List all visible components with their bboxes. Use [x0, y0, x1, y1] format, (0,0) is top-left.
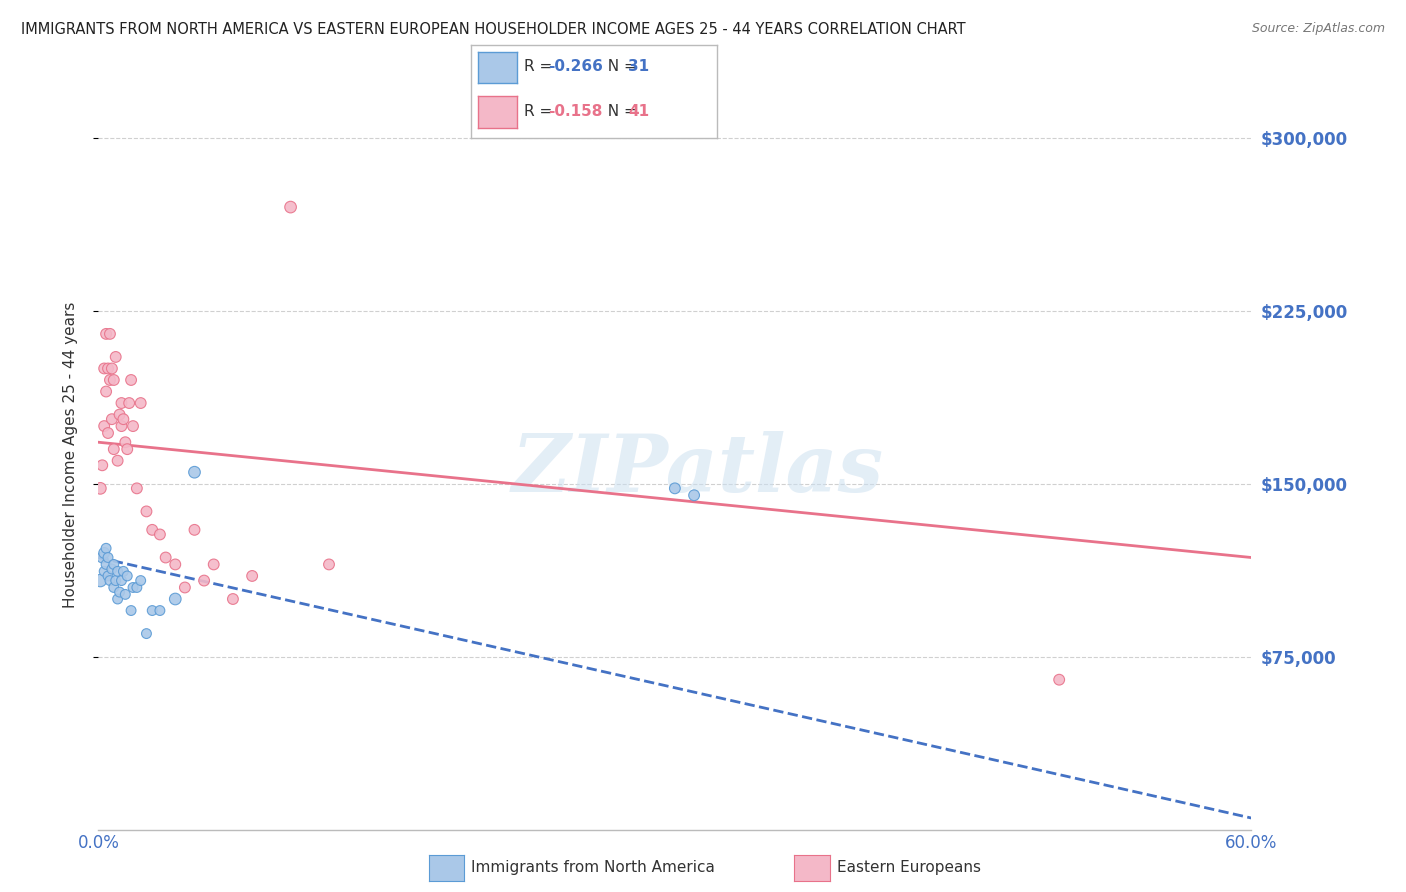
Point [97, 361, 120, 376]
Point [174, 581, 197, 595]
Point [104, 574, 127, 588]
Point [101, 562, 124, 576]
Point [122, 419, 145, 434]
Point [149, 527, 172, 541]
Point [129, 396, 152, 410]
Point [93, 361, 115, 376]
Text: N =: N = [598, 104, 641, 119]
Point [165, 558, 187, 572]
Point [129, 574, 152, 588]
Point [97, 569, 120, 583]
Point [117, 442, 139, 457]
Y-axis label: Householder Income Ages 25 - 44 years: Householder Income Ages 25 - 44 years [63, 301, 77, 608]
Point [93, 546, 115, 560]
Point [89, 481, 111, 495]
Point [122, 581, 145, 595]
Point [93, 565, 115, 579]
Point [94, 558, 117, 572]
Text: -0.266: -0.266 [548, 60, 603, 74]
Point [318, 558, 340, 572]
Point [149, 603, 172, 617]
Point [110, 419, 132, 434]
Point [108, 408, 131, 422]
Point [240, 569, 263, 583]
Point [110, 396, 132, 410]
Point [98, 574, 121, 588]
Point [125, 481, 148, 495]
Point [1047, 673, 1070, 687]
Point [118, 396, 141, 410]
Point [101, 361, 124, 376]
Point [141, 603, 163, 617]
Point [107, 453, 129, 467]
Point [683, 488, 706, 502]
Point [280, 200, 302, 214]
Point [107, 565, 129, 579]
Text: Source: ZipAtlas.com: Source: ZipAtlas.com [1251, 22, 1385, 36]
Point [155, 550, 177, 565]
Point [141, 523, 163, 537]
Point [93, 419, 115, 434]
Point [112, 565, 135, 579]
Text: 31: 31 [628, 60, 650, 74]
Text: ZIPatlas: ZIPatlas [512, 431, 884, 508]
Point [94, 384, 117, 399]
Text: 41: 41 [628, 104, 650, 119]
Point [117, 569, 139, 583]
Point [103, 581, 125, 595]
Point [183, 465, 205, 479]
Point [183, 523, 205, 537]
Point [94, 541, 117, 556]
Point [89, 574, 111, 588]
Point [103, 373, 125, 387]
Point [103, 558, 125, 572]
Point [110, 574, 132, 588]
Point [108, 585, 131, 599]
Point [104, 350, 127, 364]
Point [165, 592, 187, 607]
Point [125, 581, 148, 595]
Point [120, 603, 142, 617]
Point [120, 373, 142, 387]
Point [98, 326, 121, 341]
Point [222, 592, 245, 607]
Point [112, 412, 135, 426]
Point [114, 435, 136, 450]
Point [97, 550, 120, 565]
Point [193, 574, 215, 588]
Point [135, 626, 157, 640]
Point [101, 412, 124, 426]
Text: Eastern Europeans: Eastern Europeans [837, 861, 980, 875]
Point [94, 326, 117, 341]
Point [98, 373, 121, 387]
Point [103, 442, 125, 457]
Point [97, 425, 120, 440]
Text: R =: R = [524, 60, 558, 74]
Point [91, 550, 114, 565]
Text: -0.158: -0.158 [548, 104, 603, 119]
Point [135, 504, 157, 518]
Point [107, 592, 129, 607]
Text: Immigrants from North America: Immigrants from North America [471, 861, 714, 875]
Point [91, 458, 114, 473]
Text: IMMIGRANTS FROM NORTH AMERICA VS EASTERN EUROPEAN HOUSEHOLDER INCOME AGES 25 - 4: IMMIGRANTS FROM NORTH AMERICA VS EASTERN… [21, 22, 966, 37]
Point [202, 558, 225, 572]
Text: R =: R = [524, 104, 558, 119]
Text: N =: N = [598, 60, 641, 74]
Point [114, 587, 136, 601]
Point [664, 481, 686, 495]
